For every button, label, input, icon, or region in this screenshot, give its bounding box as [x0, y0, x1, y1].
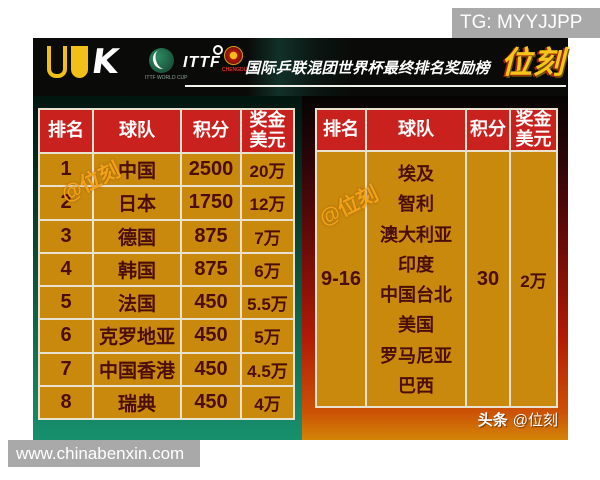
points-merged-cell: 30 [467, 152, 509, 406]
team-item: 美国 [398, 315, 434, 336]
team-cell: 日本 [94, 187, 180, 219]
header-cell-prize: 奖金美元 [242, 110, 293, 152]
team-item: 澳大利亚 [380, 224, 452, 245]
prize-cell: 12万 [242, 187, 293, 219]
ittf-worldcup-globe-icon [148, 48, 174, 73]
team-item: 中国台北 [380, 285, 452, 306]
header-cell-points: 积分 [467, 110, 509, 150]
team-item: 罗马尼亚 [380, 345, 452, 366]
ittf-logo-label: ITTF [183, 54, 221, 71]
team-cell: 法国 [94, 287, 180, 319]
rank-cell: 5 [40, 287, 92, 319]
prize-cell: 5万 [242, 320, 293, 352]
team-item: 智利 [398, 194, 434, 215]
ittf-player-icon [212, 45, 223, 55]
uuk-logo-k-icon: K [89, 42, 122, 82]
prize-cell: 20万 [242, 154, 293, 186]
toutiao-label: 头条 [477, 412, 508, 429]
header-cell-points: 积分 [182, 110, 240, 152]
chengdu-emblem: CHENGDU [221, 46, 248, 73]
team-item: 埃及 [398, 164, 434, 185]
rank-cell: 3 [40, 220, 92, 252]
header-cell-prize: 奖金美元 [511, 109, 556, 150]
header-cell-rank: 排名 [317, 110, 365, 150]
team-cell: 中国香港 [94, 353, 180, 385]
prize-merged-cell: 2万 [511, 152, 556, 406]
rank-cell: 8 [40, 386, 92, 418]
rank-table-1-8: 排名 球队 积分 奖金美元 1 中国 2500 20万 2 日本 1750 12… [38, 108, 295, 420]
prize-cell: 4万 [242, 386, 293, 418]
team-cell: 克罗地亚 [94, 320, 180, 352]
rank-cell: 1 [40, 154, 92, 186]
uuk-logo-u1-icon [47, 46, 67, 78]
points-cell: 1750 [182, 187, 240, 219]
rank-cell: 4 [40, 253, 92, 285]
points-cell: 450 [182, 287, 240, 319]
rank-cell: 2 [40, 187, 92, 219]
prize-cell: 7万 [242, 220, 293, 252]
telegram-handle: TG: MYYJJPP [460, 12, 583, 33]
teams-merged-cell: 埃及 智利 澳大利亚 印度 中国台北 美国 罗马尼亚 巴西 [367, 152, 465, 406]
ittf-worldcup-caption: ITTF WORLD CUP [145, 75, 188, 81]
header-cell-team: 球队 [94, 110, 180, 152]
website-bar: www.chinabenxin.com [8, 440, 200, 467]
website-url: www.chinabenxin.com [16, 444, 185, 463]
brand-logo-weike: 位刻 [501, 45, 565, 80]
points-cell: 875 [182, 220, 240, 252]
rank-table-9-16: 排名 球队 积分 奖金美元 9-16 埃及 智利 澳大利亚 印度 中国台北 美国… [315, 108, 558, 408]
prize-cell: 6万 [242, 253, 293, 285]
points-cell: 450 [182, 353, 240, 385]
telegram-handle-bar: TG: MYYJJPP [452, 8, 600, 38]
chengdu-emblem-icon [223, 46, 243, 65]
rank-cell: 7 [40, 353, 92, 385]
ittf-worldcup-logo: ITTF WORLD CUP [145, 48, 188, 81]
points-cell: 875 [182, 253, 240, 285]
team-cell: 德国 [94, 220, 180, 252]
ittf-logo: ITTF [183, 45, 223, 72]
uuk-logo-u2-icon [71, 46, 88, 78]
team-cell: 韩国 [94, 253, 180, 285]
prize-cell: 4.5万 [242, 353, 293, 385]
chengdu-emblem-caption: CHENGDU [221, 67, 248, 73]
poster-title: 国际乒联混团世界杯最终排名奖励榜 [245, 59, 490, 77]
uuk-logo: K [47, 42, 122, 86]
team-cell: 中国 [94, 154, 180, 186]
credit-handle: @位刻 [512, 412, 558, 429]
rank-cell: 6 [40, 320, 92, 352]
points-cell: 450 [182, 386, 240, 418]
prize-cell: 5.5万 [242, 287, 293, 319]
team-item: 巴西 [398, 375, 434, 396]
points-cell: 450 [182, 320, 240, 352]
header-cell-rank: 排名 [40, 110, 92, 152]
rank-merged-cell: 9-16 [317, 152, 365, 406]
team-item: 印度 [398, 254, 434, 275]
points-cell: 2500 [182, 154, 240, 186]
header-underline [185, 85, 566, 87]
team-cell: 瑞典 [94, 386, 180, 418]
header-cell-team: 球队 [367, 110, 465, 150]
ranking-poster: K ITTF WORLD CUP ITTF CHENGDU 国际乒联混团世界杯最… [33, 38, 568, 440]
header-band: K ITTF WORLD CUP ITTF CHENGDU 国际乒联混团世界杯最… [33, 38, 568, 96]
toutiao-credit: 头条 @位刻 [478, 409, 558, 430]
